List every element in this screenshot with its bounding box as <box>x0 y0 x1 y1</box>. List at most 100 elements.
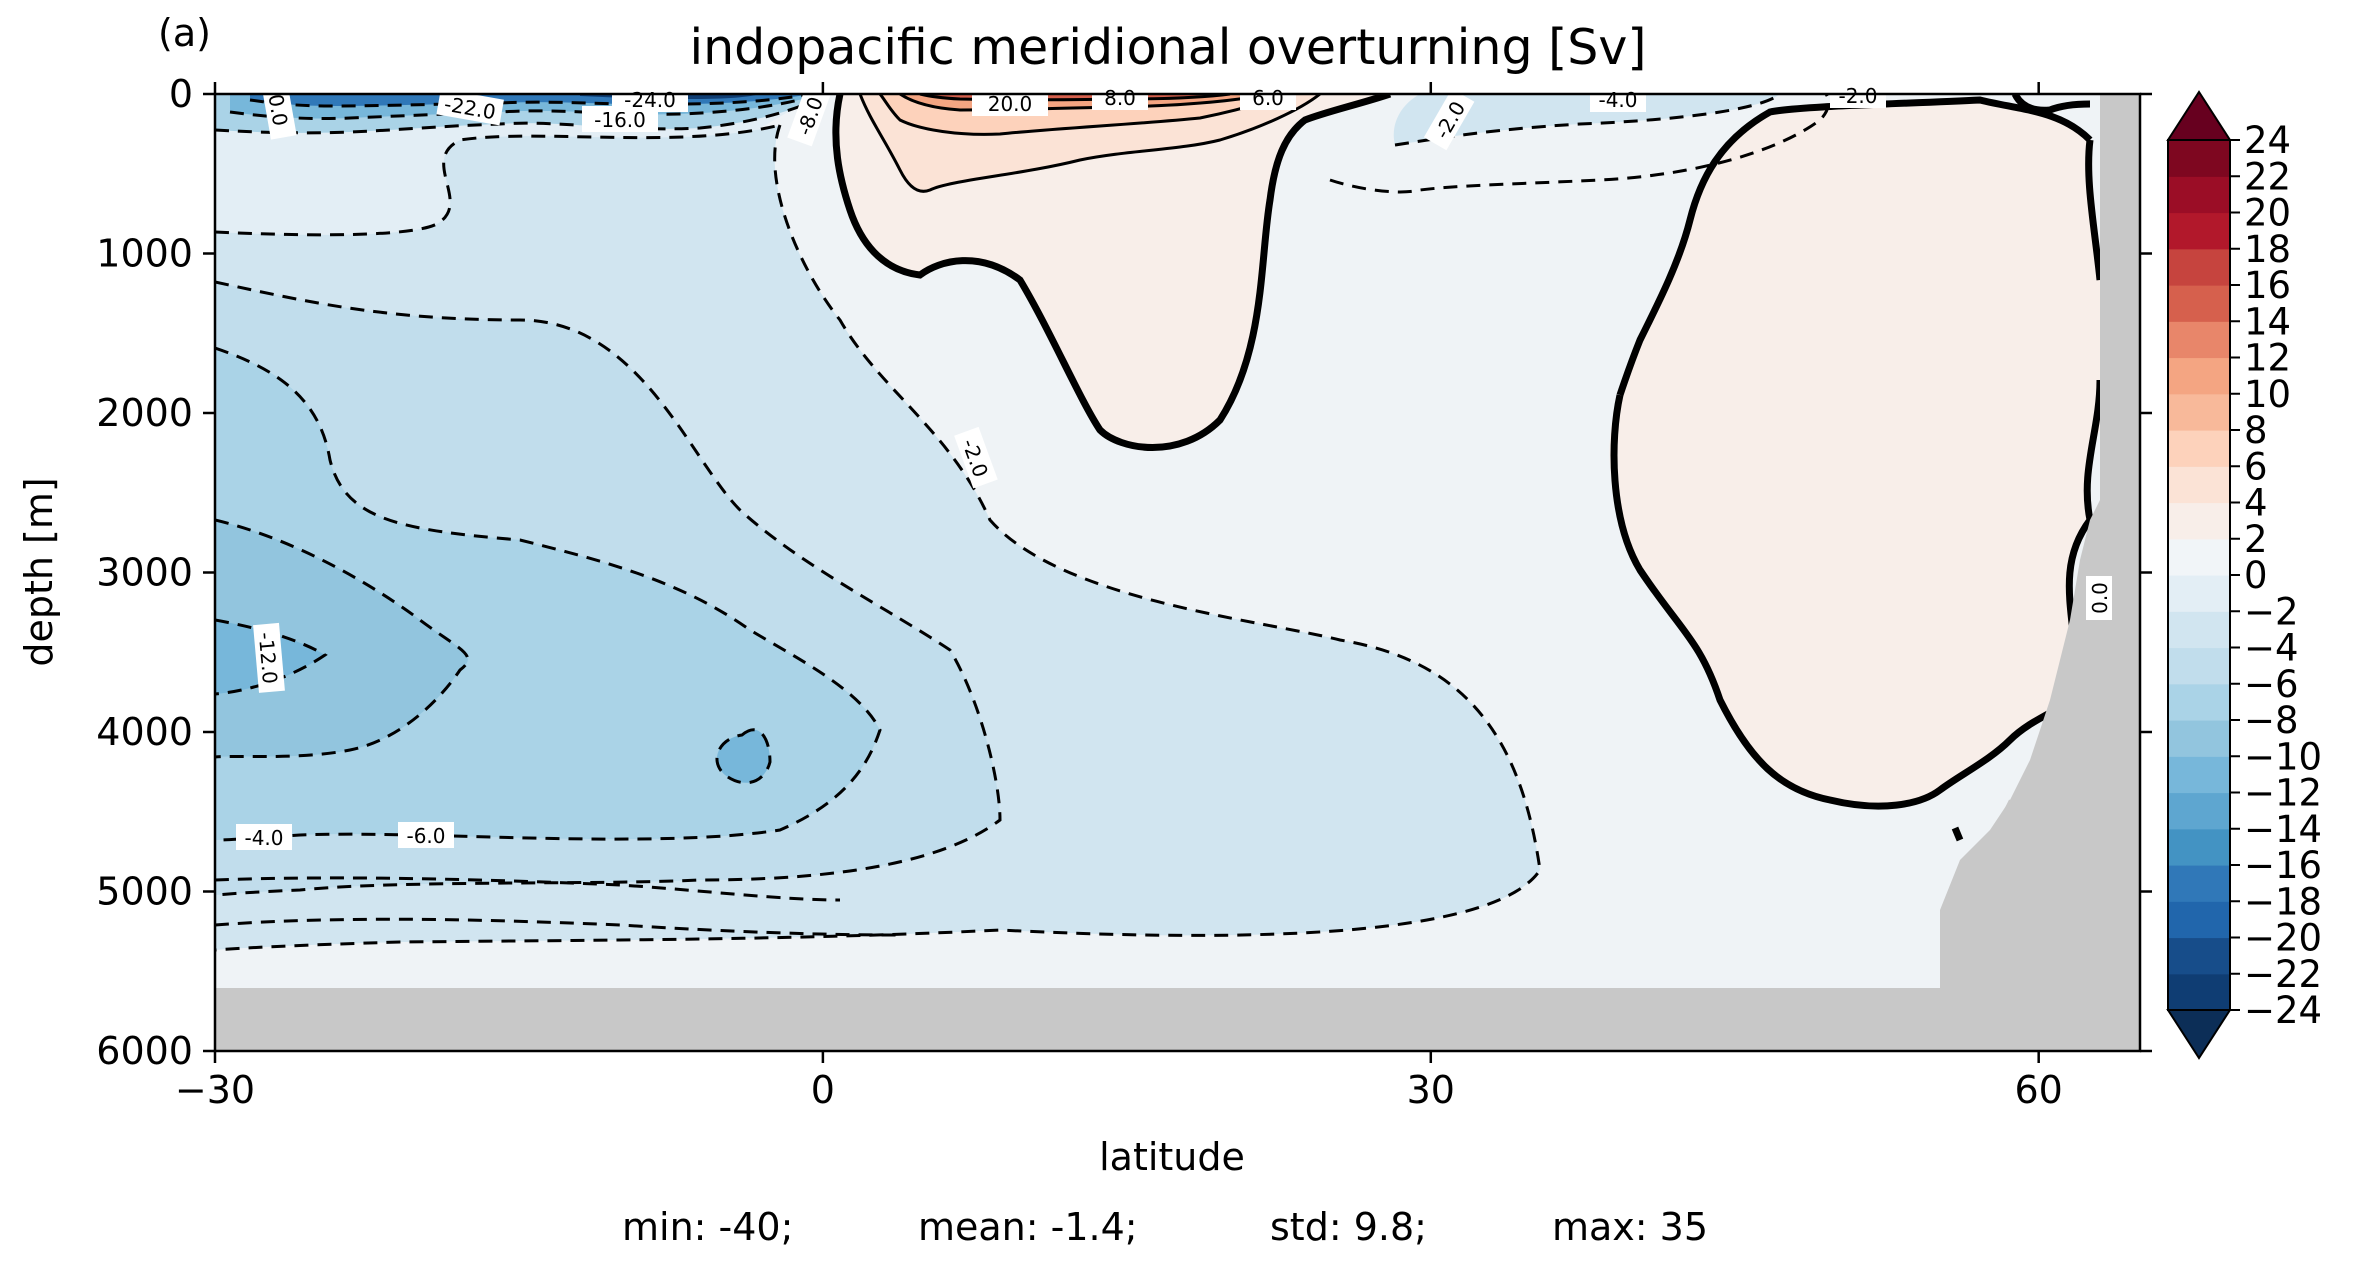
colorbar-swatch <box>2168 647 2230 685</box>
colorbar-tick-label: 10 <box>2244 373 2291 416</box>
stat-min: min: -40; <box>622 1205 794 1249</box>
positive-cell-north <box>1609 100 2100 807</box>
colorbar-tick-label: −18 <box>2244 880 2322 923</box>
colorbar-tick-label: 16 <box>2244 264 2291 307</box>
colorbar-tick-label: −12 <box>2244 772 2322 815</box>
colorbar-extend-top <box>2166 90 2232 141</box>
contour-label: -24.0 <box>612 86 688 112</box>
contour-label: 8.0 <box>1092 84 1148 110</box>
colorbar-swatch <box>2168 720 2230 757</box>
colorbar-swatch <box>2168 611 2230 649</box>
colorbar-tick-label: −4 <box>2244 627 2299 670</box>
colorbar-swatch <box>2168 756 2230 794</box>
colorbar-tick-label: 2 <box>2244 518 2268 561</box>
contour-field <box>215 94 2140 1051</box>
dashed-contours <box>215 94 1830 952</box>
colorbar-swatch <box>2168 285 2230 322</box>
y-tick-label: 5000 <box>96 870 193 914</box>
svg-text:-24.0: -24.0 <box>624 88 676 112</box>
panel-label: (a) <box>158 11 211 55</box>
contour-label: 6.0 <box>1240 84 1296 110</box>
zero-contours <box>832 94 2104 842</box>
colorbar-tick-label: 6 <box>2244 445 2268 488</box>
colorbar-swatch <box>2168 430 2230 467</box>
svg-text:-4.0: -4.0 <box>244 826 283 850</box>
contour-label: -2.0 <box>954 426 998 489</box>
surface-negative-cell-east <box>1393 94 1780 145</box>
colorbar-tick-label: 8 <box>2244 409 2268 452</box>
colorbar-tick-label: 4 <box>2244 482 2268 525</box>
colorbar-swatch <box>2168 828 2230 866</box>
svg-text:0.0: 0.0 <box>2088 582 2112 614</box>
positive-cell-outer <box>835 94 1390 448</box>
colorbar-tick-label: 0 <box>2244 554 2268 597</box>
y-tick-label: 2000 <box>96 391 193 435</box>
y-tick-label: 4000 <box>96 710 193 754</box>
y-axis: 0 1000 2000 3000 4000 5000 6000 <box>96 72 2152 1073</box>
svg-text:20.0: 20.0 <box>988 92 1033 116</box>
svg-text:0.0: 0.0 <box>263 92 292 127</box>
y-tick-label: 3000 <box>96 551 193 595</box>
land-mask <box>215 94 2140 1051</box>
colorbar-swatch <box>2168 937 2230 975</box>
svg-text:6.0: 6.0 <box>1252 86 1284 110</box>
x-tick-label: −30 <box>175 1068 255 1112</box>
stats-line: min: -40; mean: -1.4; std: 9.8; max: 35 <box>0 1205 2362 1255</box>
colorbar: 242220181614121086420−2−4−6−8−10−12−14−1… <box>2166 90 2322 1060</box>
colorbar-tick-label: −22 <box>2244 953 2322 996</box>
contour-label: 20.0 <box>972 90 1048 116</box>
svg-text:-2.0: -2.0 <box>1838 84 1877 108</box>
svg-text:-6.0: -6.0 <box>406 824 445 848</box>
colorbar-tick-label: −2 <box>2244 590 2299 633</box>
contour-label: 0.0 <box>2086 576 2112 620</box>
colorbar-tick-label: 14 <box>2244 300 2291 343</box>
contour-label: -6.0 <box>398 822 454 848</box>
stat-std: std: 9.8; <box>1270 1205 1427 1249</box>
colorbar-swatch <box>2168 538 2230 576</box>
negative-cell-local-min <box>716 729 770 783</box>
colorbar-swatch <box>2168 901 2230 939</box>
chart-title: indopacific meridional overturning [Sv] <box>690 19 1647 76</box>
colorbar-swatch <box>2168 393 2230 431</box>
x-axis-label: latitude <box>1099 1135 1245 1179</box>
colorbar-swatch <box>2168 212 2230 250</box>
colorbar-swatch <box>2168 140 2230 177</box>
colorbar-swatch <box>2168 865 2230 902</box>
stat-mean: mean: -1.4; <box>918 1205 1138 1249</box>
colorbar-tick-label: −10 <box>2244 735 2322 778</box>
contour-labels: 0.0 -22.0 -16.0 -24.0 -8.0 20.0 8.0 6.0 … <box>236 79 2112 850</box>
x-axis: −30 0 30 60 <box>175 82 2063 1112</box>
contour-label: -4.0 <box>1590 86 1646 112</box>
colorbar-swatch <box>2168 502 2230 540</box>
stat-max: max: 35 <box>1552 1205 1709 1249</box>
contour-label: -4.0 <box>236 824 292 850</box>
colorbar-swatch <box>2168 466 2230 504</box>
svg-text:-4.0: -4.0 <box>1598 88 1637 112</box>
colorbar-tick-label: 18 <box>2244 228 2291 271</box>
colorbar-tick-label: 22 <box>2244 155 2291 198</box>
colorbar-tick-label: 12 <box>2244 337 2291 380</box>
svg-text:-12.0: -12.0 <box>254 631 282 685</box>
colorbar-tick-label: −20 <box>2244 917 2322 960</box>
colorbar-extend-bottom <box>2166 1009 2232 1060</box>
y-tick-label: 0 <box>169 72 193 116</box>
x-tick-label: 0 <box>811 1068 835 1112</box>
land-step <box>1960 799 2011 871</box>
solid-contours <box>858 94 1321 193</box>
colorbar-tick-label: −24 <box>2244 989 2322 1032</box>
colorbar-tick-label: −14 <box>2244 808 2322 851</box>
x-tick-label: 30 <box>1407 1068 1455 1112</box>
negative-cell-8 <box>215 520 468 757</box>
y-axis-label: depth [m] <box>17 477 61 666</box>
svg-text:8.0: 8.0 <box>1104 86 1136 110</box>
colorbar-swatch <box>2168 575 2230 612</box>
colorbar-tick-label: −6 <box>2244 663 2299 706</box>
colorbar-swatch <box>2168 321 2230 359</box>
colorbar-tick-label: −16 <box>2244 844 2322 887</box>
contour-label: -22.0 <box>436 88 504 126</box>
colorbar-tick-label: −8 <box>2244 699 2299 742</box>
colorbar-swatch <box>2168 973 2230 1011</box>
colorbar-swatch <box>2168 357 2230 395</box>
contour-label: -12.0 <box>253 622 285 693</box>
